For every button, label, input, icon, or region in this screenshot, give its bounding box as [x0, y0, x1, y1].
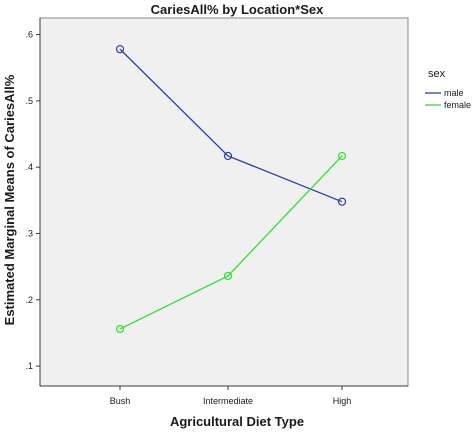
legend-item-male: male: [425, 88, 464, 98]
x-tick-label: Bush: [110, 396, 131, 406]
series-layer: [115, 45, 347, 334]
series-male: [115, 45, 347, 206]
y-axis-ticks: .1 .2 .3 .4 .5 .6: [25, 30, 40, 371]
data-point-male: [337, 197, 347, 206]
y-tick-label: .5: [25, 96, 33, 106]
x-tick-label: High: [333, 396, 352, 406]
series-line-male: [119, 48, 343, 203]
y-tick-label: .2: [25, 295, 33, 305]
chart-title: CariesAll% by Location*Sex: [151, 2, 324, 17]
y-tick-label: .1: [25, 361, 33, 371]
data-point-female: [115, 324, 125, 334]
x-tick-label: Intermediate: [203, 396, 253, 406]
legend-title: sex: [428, 68, 446, 80]
series-line-female: [119, 155, 343, 330]
plot-area: [39, 17, 409, 387]
legend-label: male: [444, 88, 464, 98]
y-tick-label: .3: [25, 228, 33, 238]
series-female: [115, 151, 347, 334]
legend-item-female: female: [425, 100, 471, 110]
y-tick-label: .6: [25, 30, 33, 40]
y-axis-title: Estimated Marginal Means of CariesAll%: [2, 74, 17, 325]
data-point-female: [223, 271, 233, 281]
legend-items: male female: [425, 88, 471, 110]
legend-label: female: [444, 100, 471, 110]
legend: sex male female: [425, 68, 471, 110]
x-axis-ticks: Bush Intermediate High: [110, 386, 352, 406]
y-tick-label: .4: [25, 162, 33, 172]
data-point-male: [223, 151, 233, 161]
data-point-female: [337, 151, 347, 161]
data-point-male: [115, 45, 125, 54]
x-axis-title: Agricultural Diet Type: [170, 414, 304, 429]
